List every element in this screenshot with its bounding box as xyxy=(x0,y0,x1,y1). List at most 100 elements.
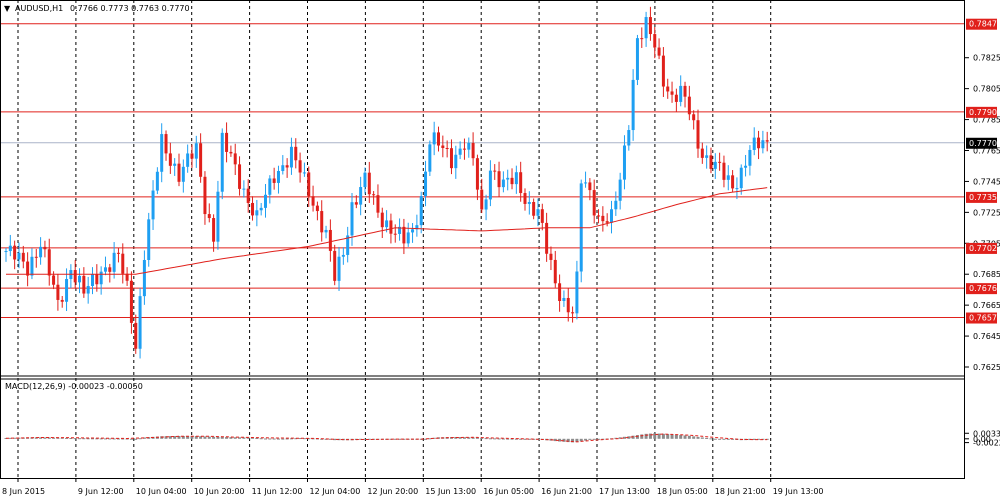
candle-body xyxy=(458,148,462,155)
candle-body xyxy=(718,161,722,163)
candle-body xyxy=(285,165,289,168)
macd-bar xyxy=(484,438,488,440)
macd-bar xyxy=(125,438,129,440)
macd-bar xyxy=(103,438,107,440)
candle-body xyxy=(558,283,562,301)
macd-bar xyxy=(363,438,367,440)
candle-body xyxy=(238,164,242,189)
macd-bar xyxy=(467,437,471,439)
macd-bar xyxy=(752,438,756,440)
candle-body xyxy=(761,140,765,149)
candle-body xyxy=(47,249,51,276)
macd-bar xyxy=(181,436,185,439)
candle-body xyxy=(337,256,341,281)
candle-body xyxy=(320,211,324,233)
macd-bar xyxy=(454,436,458,439)
macd-bar xyxy=(670,434,674,439)
candle-body xyxy=(506,177,510,180)
candle-body xyxy=(255,210,259,216)
price-level-tag xyxy=(966,18,997,30)
price-level-label: 0.7676 xyxy=(969,284,997,293)
macd-bar xyxy=(674,434,678,439)
macd-bar xyxy=(52,437,56,439)
macd-bar xyxy=(398,438,402,440)
y-tick-label: 0.7625 xyxy=(973,363,1000,372)
candle-body xyxy=(8,245,12,252)
candle-body xyxy=(393,233,397,235)
x-tick-label: 18 Jun 21:00 xyxy=(715,487,766,496)
candle-body xyxy=(627,130,631,146)
candle-body xyxy=(328,229,332,251)
candle-body xyxy=(268,178,272,195)
macd-bar xyxy=(142,437,146,439)
candle-body xyxy=(501,179,505,188)
macd-bar xyxy=(402,438,406,440)
candle-body xyxy=(437,132,440,146)
macd-bar xyxy=(186,436,190,439)
x-tick-label: 9 Jun 12:00 xyxy=(78,487,124,496)
candle-body xyxy=(13,245,17,260)
macd-bar xyxy=(635,435,639,439)
candle-body xyxy=(601,215,605,222)
macd-bar xyxy=(294,438,298,440)
candle-body xyxy=(536,209,540,216)
candle-body xyxy=(644,17,648,39)
y-tick-label: 0.7785 xyxy=(973,116,1000,125)
macd-bar xyxy=(302,438,306,440)
candle-body xyxy=(432,132,436,145)
candle-body xyxy=(475,158,479,190)
macd-bar xyxy=(259,438,263,440)
macd-bar xyxy=(112,438,116,440)
macd-bar xyxy=(718,438,722,440)
macd-bar xyxy=(726,438,730,440)
macd-bar xyxy=(458,437,462,439)
candle-body xyxy=(540,209,544,223)
macd-signal-line xyxy=(5,433,768,443)
macd-bar xyxy=(60,437,64,439)
macd-bar xyxy=(709,438,713,440)
moving-average-line xyxy=(6,187,768,275)
candle-body xyxy=(398,226,402,234)
macd-bar xyxy=(428,438,432,440)
macd-bar xyxy=(722,438,726,440)
x-tick-label: 10 Jun 20:00 xyxy=(194,487,245,496)
x-tick-label: 12 Jun 04:00 xyxy=(310,487,361,496)
symbol-menu-icon[interactable]: ▼ xyxy=(4,4,11,13)
candle-body xyxy=(635,38,639,80)
candle-body xyxy=(56,284,60,300)
candle-body xyxy=(91,274,94,286)
candle-body xyxy=(661,55,665,87)
candle-body xyxy=(739,167,743,189)
x-tick-label: 16 Jun 05:00 xyxy=(483,487,534,496)
candle-body xyxy=(402,226,406,244)
macd-bar xyxy=(255,438,259,440)
macd-bar xyxy=(121,438,125,440)
candle-body xyxy=(571,312,575,314)
candle-body xyxy=(207,214,211,219)
macd-bar xyxy=(69,438,73,440)
candle-body xyxy=(670,91,674,95)
candle-body xyxy=(302,172,306,174)
macd-bar xyxy=(91,438,94,440)
macd-bar xyxy=(164,436,168,439)
macd-bar xyxy=(687,435,691,439)
candle-body xyxy=(545,222,549,254)
macd-bar xyxy=(510,438,514,440)
candle-body xyxy=(553,259,557,284)
macd-bar xyxy=(683,435,687,439)
candle-body xyxy=(722,162,726,180)
macd-bar xyxy=(168,436,172,439)
candle-body xyxy=(164,134,168,154)
candle-body xyxy=(324,229,328,233)
macd-bar xyxy=(268,438,272,440)
macd-bar xyxy=(225,437,229,439)
x-tick-label: 12 Jun 20:00 xyxy=(367,487,418,496)
candle-body xyxy=(411,229,415,233)
macd-bar xyxy=(592,438,596,440)
macd-bar xyxy=(713,438,717,440)
candle-body xyxy=(709,155,713,169)
candle-body xyxy=(233,153,237,165)
macd-bar xyxy=(359,438,363,440)
price-level-label: 0.7657 xyxy=(969,314,997,323)
